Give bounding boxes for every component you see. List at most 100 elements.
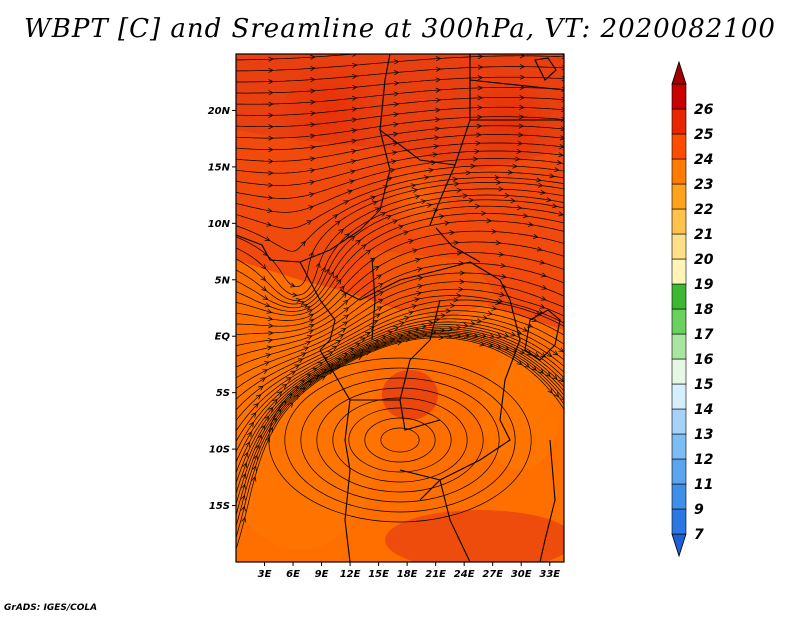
streamline-arrow — [545, 371, 551, 378]
streamline-arrow — [481, 210, 487, 216]
streamline-arrow — [251, 412, 257, 418]
lon-tick-label: 12E — [340, 569, 361, 580]
streamline-arrow — [391, 150, 398, 156]
streamline-loop — [316, 387, 484, 493]
streamline-arrow — [260, 377, 266, 383]
streamline — [236, 97, 564, 116]
streamline-arrow — [462, 193, 469, 199]
streamline-arrow — [393, 111, 400, 117]
streamline-arrow — [516, 360, 523, 365]
colorbar-lower-triangle — [671, 533, 687, 558]
streamline-arrow — [415, 257, 421, 263]
streamline-arrow — [496, 333, 503, 338]
streamline — [236, 142, 564, 174]
streamline-arrow — [311, 367, 318, 373]
streamline-arrow — [329, 271, 334, 277]
streamline-arrow — [476, 132, 482, 138]
streamline — [236, 194, 564, 301]
streamline-arrow — [377, 298, 384, 304]
streamline-arrow — [358, 349, 365, 355]
colorbar-segment — [671, 333, 687, 360]
streamline-arrow — [309, 192, 315, 198]
streamline-arrow — [335, 340, 342, 345]
streamline-arrow — [463, 322, 469, 328]
streamline-arrow — [281, 383, 288, 389]
colorbar-label: 25 — [694, 127, 714, 143]
streamline-arrow — [561, 86, 564, 92]
colorbar-label: 20 — [694, 252, 714, 268]
colorbar-segment — [671, 308, 687, 335]
streamline-arrow — [453, 240, 460, 246]
streamline-arrow — [300, 352, 307, 358]
streamline-arrow — [428, 320, 434, 326]
streamline-arrow — [309, 144, 316, 150]
streamline-arrow — [331, 345, 338, 351]
streamline-arrow — [332, 214, 339, 220]
streamline-arrow — [453, 297, 459, 303]
streamline-arrow — [376, 274, 382, 280]
streamline-arrow — [267, 182, 274, 188]
colorbar-label: 26 — [694, 102, 714, 118]
streamline — [236, 212, 564, 312]
streamline-arrow — [310, 77, 316, 83]
streamline-arrow — [351, 117, 358, 123]
streamline-arrow — [452, 176, 458, 182]
streamline-arrow — [360, 337, 366, 343]
streamline-arrow — [551, 203, 558, 209]
streamline-arrow — [389, 167, 396, 173]
streamline-arrow — [417, 275, 424, 281]
streamline — [236, 158, 564, 199]
streamline-arrow — [350, 354, 357, 359]
streamline-arrow — [354, 342, 361, 348]
streamline-arrow — [310, 99, 316, 105]
streamline-arrow — [396, 340, 403, 346]
streamline-arrow — [518, 132, 524, 138]
streamline-arrow — [417, 283, 424, 289]
streamline-arrow — [267, 208, 273, 214]
streamline-arrow — [297, 358, 304, 364]
streamline-arrow — [519, 64, 526, 70]
streamline-arrow — [416, 267, 423, 272]
colorbar-label: 24 — [694, 152, 713, 168]
streamline-arrow — [491, 228, 498, 234]
streamline-arrow — [519, 114, 525, 120]
streamline-arrow — [350, 159, 357, 165]
streamline-arrow — [559, 144, 564, 150]
colorbar-segment — [671, 358, 687, 385]
streamline-arrow — [552, 350, 559, 356]
streamline-arrow — [500, 283, 507, 289]
streamline-arrow — [434, 126, 441, 132]
streamline-arrow — [342, 321, 349, 327]
streamline-arrow — [268, 406, 274, 413]
streamline-arrow — [449, 230, 456, 236]
streamline-arrow — [261, 264, 267, 270]
streamline-arrow — [393, 70, 400, 76]
streamline-arrow — [524, 362, 530, 368]
streamline-arrow — [439, 214, 445, 220]
streamline-arrow — [240, 505, 246, 512]
streamline — [236, 252, 564, 336]
streamline — [236, 230, 564, 321]
streamline-arrow — [347, 189, 353, 195]
streamline-arrow — [262, 295, 269, 300]
lat-tick-label: 5N — [215, 275, 231, 286]
streamline-arrow — [240, 494, 246, 501]
streamline-arrow — [392, 219, 399, 225]
streamline-arrow — [372, 320, 379, 325]
streamline-arrow — [486, 218, 492, 224]
streamline-arrow — [360, 244, 367, 250]
streamline-arrow — [398, 224, 404, 230]
streamline-arrow — [365, 332, 371, 337]
lat-tick-label: 5S — [216, 388, 230, 399]
colorbar-label: 15 — [694, 377, 714, 393]
streamline-arrow — [349, 235, 356, 241]
colorbar-label: 14 — [694, 402, 713, 418]
streamline-arrow — [393, 326, 400, 331]
streamline-arrow — [310, 122, 316, 128]
streamline — [236, 314, 564, 432]
streamline-arrow — [288, 402, 294, 408]
streamline-arrow — [514, 156, 521, 162]
streamline-arrow — [389, 337, 396, 343]
lon-tick-label: 24E — [454, 569, 475, 580]
streamline-arrow — [533, 351, 540, 357]
